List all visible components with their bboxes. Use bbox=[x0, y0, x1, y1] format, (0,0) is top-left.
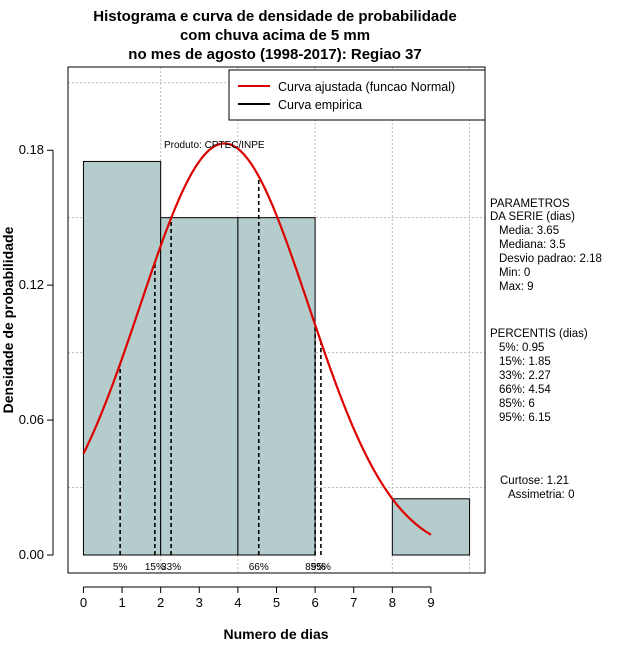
legend: Curva ajustada (funcao Normal) Curva emp… bbox=[228, 69, 486, 121]
x-tick-label-5: 5 bbox=[273, 595, 280, 610]
y-axis-label: Densidade de probabilidade bbox=[0, 226, 16, 413]
percentil-5: 5%: 0.95 bbox=[499, 342, 544, 354]
plot-frame bbox=[67, 66, 486, 574]
legend-box bbox=[228, 69, 486, 121]
x-tick-label-3: 3 bbox=[196, 595, 203, 610]
percentil-33: 33%: 2.27 bbox=[499, 370, 551, 382]
x-tick-label-8: 8 bbox=[389, 595, 396, 610]
param-max: Max: 9 bbox=[499, 281, 534, 293]
params-title-1: PARAMETROS bbox=[490, 198, 570, 210]
chart-title-line-3: no mes de agosto (1998-2017): Regiao 37 bbox=[128, 46, 421, 63]
histogram-bar-4 bbox=[391, 498, 471, 556]
histogram-bar-1 bbox=[160, 217, 239, 556]
percentil-85: 85%: 6 bbox=[499, 398, 535, 410]
legend-label-empirical: Curva empirica bbox=[278, 98, 362, 112]
assimetria: Assimetria: 0 bbox=[508, 489, 574, 501]
percentile-label-1: 15% bbox=[145, 562, 165, 573]
percentile-label-3: 66% bbox=[249, 562, 269, 573]
x-tick-label-7: 7 bbox=[350, 595, 357, 610]
x-tick-label-1: 1 bbox=[118, 595, 125, 610]
percentile-label-5: 95% bbox=[311, 562, 331, 573]
x-tick-label-6: 6 bbox=[311, 595, 318, 610]
x-tick-label-0: 0 bbox=[80, 595, 87, 610]
percentil-15: 15%: 1.85 bbox=[499, 356, 551, 368]
legend-label-fitted: Curva ajustada (funcao Normal) bbox=[278, 80, 455, 94]
param-media: Media: 3.65 bbox=[499, 225, 559, 237]
percentis-title: PERCENTIS (dias) bbox=[490, 328, 588, 340]
percentile-lines bbox=[119, 176, 322, 556]
y-tick-label-0: 0.00 bbox=[19, 547, 44, 562]
params-title-2: DA SERIE (dias) bbox=[490, 211, 575, 223]
x-tick-label-2: 2 bbox=[157, 595, 164, 610]
side-panel: PARAMETROS DA SERIE (dias) Media: 3.65 M… bbox=[490, 198, 602, 501]
y-tick-label-3: 0.18 bbox=[19, 142, 44, 157]
percentile-labels: 5% 15%33% 66% 85%95% bbox=[113, 562, 331, 573]
chart-title-line-1: Histograma e curva de densidade de proba… bbox=[93, 8, 456, 25]
product-label: Produto: CPTEC/INPE bbox=[164, 140, 265, 151]
normal-curve-path bbox=[82, 142, 432, 536]
percentile-label-0: 5% bbox=[113, 562, 128, 573]
histogram-bar-2 bbox=[237, 217, 316, 556]
param-desvio: Desvio padrao: 2.18 bbox=[499, 253, 602, 265]
axes: 0 1 2 3 4 5 6 7 8 9 0.00 0.06 0.12 0.18 bbox=[19, 142, 435, 610]
y-tick-label-1: 0.06 bbox=[19, 412, 44, 427]
x-tick-label-9: 9 bbox=[427, 595, 434, 610]
normal-curve bbox=[82, 142, 432, 536]
percentile-label-2: 33% bbox=[161, 562, 181, 573]
param-min: Min: 0 bbox=[499, 267, 530, 279]
x-axis-label: Numero de dias bbox=[223, 626, 328, 642]
x-tick-label-4: 4 bbox=[234, 595, 241, 610]
histogram-bars bbox=[82, 160, 471, 556]
percentil-95: 95%: 6.15 bbox=[499, 412, 551, 424]
percentil-66: 66%: 4.54 bbox=[499, 384, 551, 396]
y-tick-label-2: 0.12 bbox=[19, 277, 44, 292]
curtose: Curtose: 1.21 bbox=[500, 475, 569, 487]
param-mediana: Mediana: 3.5 bbox=[499, 239, 566, 251]
chart-title-line-2: com chuva acima de 5 mm bbox=[180, 27, 370, 44]
percentile-label-4: 85% bbox=[305, 562, 325, 573]
